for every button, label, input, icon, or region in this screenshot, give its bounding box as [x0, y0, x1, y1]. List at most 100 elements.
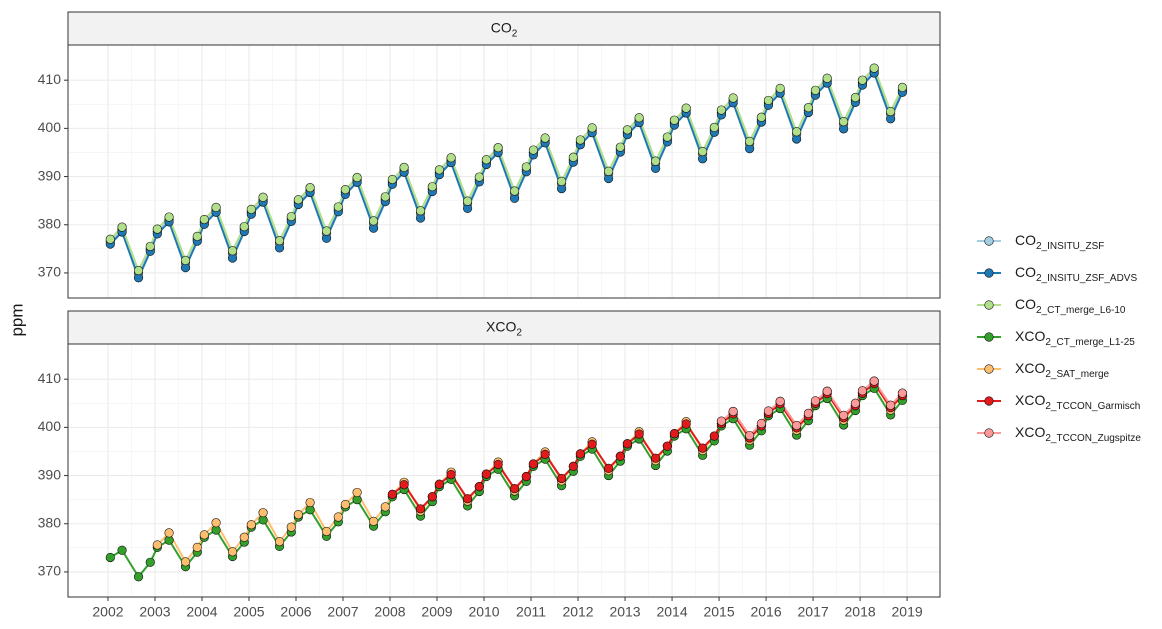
strip — [67, 310, 941, 345]
data-point — [775, 396, 785, 406]
data-point — [810, 85, 821, 95]
data-point — [792, 420, 802, 431]
data-point — [521, 471, 531, 482]
data-point — [305, 497, 315, 508]
data-point — [897, 82, 907, 93]
data-point — [105, 552, 115, 563]
data-point — [387, 489, 397, 499]
legend-marker — [984, 332, 994, 342]
data-point — [869, 63, 879, 73]
data-point — [239, 222, 249, 232]
data-point — [662, 441, 672, 451]
data-point — [709, 122, 719, 133]
strip — [67, 11, 941, 46]
legend-label: CO2_CT_merge_L6-10 — [1015, 296, 1126, 316]
data-point — [133, 265, 144, 276]
x-tick-label: 2005 — [233, 604, 264, 620]
y-tick-label: 370 — [38, 563, 62, 579]
x-tick-label: 2002 — [92, 604, 123, 620]
x-tick-label: 2013 — [609, 604, 640, 620]
data-point — [728, 93, 738, 103]
data-point — [839, 117, 849, 127]
data-point — [603, 463, 614, 473]
data-point — [763, 95, 774, 106]
data-point — [634, 429, 644, 439]
data-point — [756, 418, 766, 429]
data-point — [822, 73, 832, 83]
data-point — [368, 216, 379, 226]
strip-title: CO2 — [491, 19, 518, 39]
data-point — [145, 557, 155, 567]
data-point — [615, 451, 625, 461]
data-point — [427, 492, 437, 502]
data-point — [556, 473, 567, 484]
x-tick-label: 2011 — [516, 604, 546, 620]
data-point — [850, 398, 860, 408]
data-point — [709, 431, 719, 441]
data-point — [698, 443, 708, 453]
y-tick-label: 400 — [38, 418, 62, 434]
y-tick-label: 390 — [38, 167, 62, 183]
x-tick-label: 2009 — [421, 604, 452, 620]
data-point — [615, 142, 625, 152]
data-point — [446, 469, 456, 480]
data-point — [528, 459, 538, 469]
legend-marker — [984, 268, 994, 278]
data-point — [521, 162, 531, 172]
x-tick-label: 2004 — [186, 604, 217, 620]
data-point — [822, 386, 832, 396]
data-point — [446, 153, 456, 163]
data-point — [380, 502, 390, 512]
x-tick-label: 2014 — [656, 604, 687, 620]
data-point — [258, 508, 268, 518]
data-point — [474, 172, 484, 182]
data-point — [493, 143, 503, 153]
data-point — [380, 192, 390, 202]
data-point — [192, 542, 202, 552]
data-point — [669, 429, 680, 439]
data-point — [803, 103, 813, 113]
legend-label: CO2_INSITU_ZSF_ADVS — [1015, 264, 1137, 284]
data-point — [897, 388, 907, 398]
y-tick-label: 410 — [38, 370, 62, 386]
data-point — [669, 115, 680, 125]
y-tick-label: 380 — [38, 514, 62, 530]
data-point — [399, 480, 409, 490]
data-point — [427, 182, 437, 192]
y-tick-label: 390 — [38, 466, 62, 482]
data-point — [258, 192, 268, 202]
data-point — [587, 439, 597, 449]
data-point — [869, 376, 879, 386]
legend-label: XCO2_TCCON_Garmisch — [1015, 392, 1140, 412]
x-tick-label: 2015 — [703, 604, 734, 620]
data-point — [133, 572, 144, 582]
data-point — [763, 406, 774, 416]
legend-marker — [984, 428, 994, 438]
x-tick-label: 2012 — [562, 604, 593, 620]
data-point — [745, 136, 755, 146]
data-point — [352, 487, 362, 498]
x-tick-label: 2016 — [750, 604, 781, 620]
data-point — [587, 123, 597, 133]
data-point — [603, 166, 614, 176]
data-point — [305, 183, 315, 193]
data-point — [634, 113, 644, 123]
data-point — [662, 132, 672, 142]
data-point — [474, 482, 484, 492]
y-axis-label: ppm — [7, 303, 26, 336]
data-point — [810, 396, 821, 406]
data-point — [528, 145, 538, 155]
data-point — [681, 419, 691, 429]
data-point — [462, 196, 473, 206]
data-point — [321, 226, 332, 236]
legend-label: XCO2_CT_merge_L1-25 — [1015, 328, 1135, 348]
legend-label: CO2_INSITU_ZSF — [1015, 232, 1104, 252]
data-point — [352, 172, 362, 183]
data-point — [286, 211, 296, 222]
data-point — [434, 479, 444, 489]
x-tick-label: 2017 — [798, 604, 829, 620]
y-tick-label: 380 — [38, 215, 62, 231]
data-point — [434, 165, 444, 175]
data-point — [493, 459, 503, 470]
data-point — [716, 416, 727, 426]
